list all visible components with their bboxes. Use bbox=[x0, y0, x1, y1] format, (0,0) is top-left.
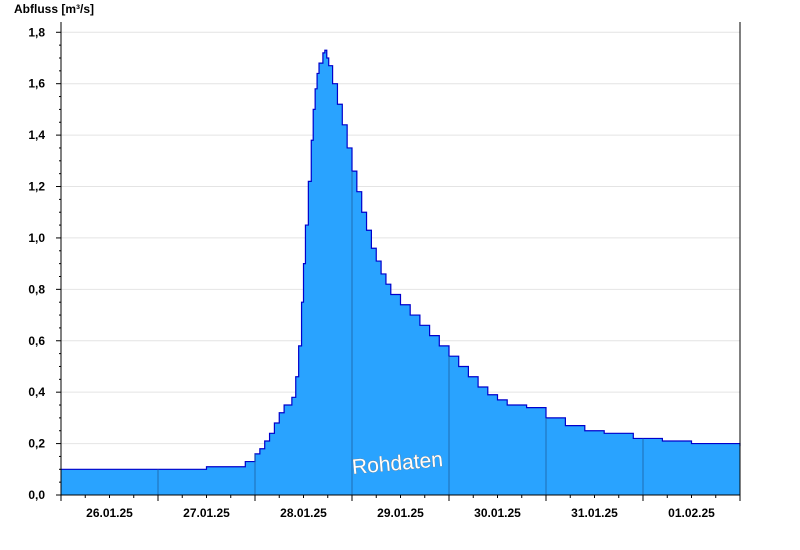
x-tick-label: 01.02.25 bbox=[668, 506, 715, 520]
x-tick-label: 30.01.25 bbox=[474, 506, 521, 520]
y-tick-label: 1,0 bbox=[28, 231, 45, 245]
y-tick-label: 0,0 bbox=[28, 488, 45, 502]
day-separator-lines bbox=[157, 171, 644, 495]
discharge-line bbox=[61, 49, 741, 470]
discharge-area bbox=[61, 49, 741, 496]
x-tick-label: 31.01.25 bbox=[571, 506, 618, 520]
x-tick-label: 27.01.25 bbox=[183, 506, 230, 520]
x-tick-label: 28.01.25 bbox=[280, 506, 327, 520]
y-tick-label: 0,2 bbox=[28, 437, 45, 451]
y-axis-ticks: 0,0 0,2 0,4 0,6 0,8 1,0 1,2 1,4 1,6 1,8 bbox=[28, 25, 61, 502]
discharge-fill bbox=[61, 50, 740, 496]
x-tick-label: 26.01.25 bbox=[86, 506, 133, 520]
y-tick-label: 1,2 bbox=[28, 180, 45, 194]
y-tick-label: 1,8 bbox=[28, 25, 45, 39]
y-axis-label: Abfluss [m³/s] bbox=[14, 2, 94, 16]
y-tick-label: 0,8 bbox=[28, 282, 45, 296]
y-tick-label: 1,6 bbox=[28, 77, 45, 91]
x-tick-label: 29.01.25 bbox=[377, 506, 424, 520]
y-tick-label: 1,4 bbox=[28, 128, 45, 142]
grid-lines bbox=[61, 31, 740, 445]
x-axis-ticks: 26.01.25 27.01.25 28.01.25 29.01.25 30.01.25… bbox=[60, 495, 741, 520]
y-tick-label: 0,4 bbox=[28, 385, 45, 399]
y-tick-label: 0,6 bbox=[28, 334, 45, 348]
